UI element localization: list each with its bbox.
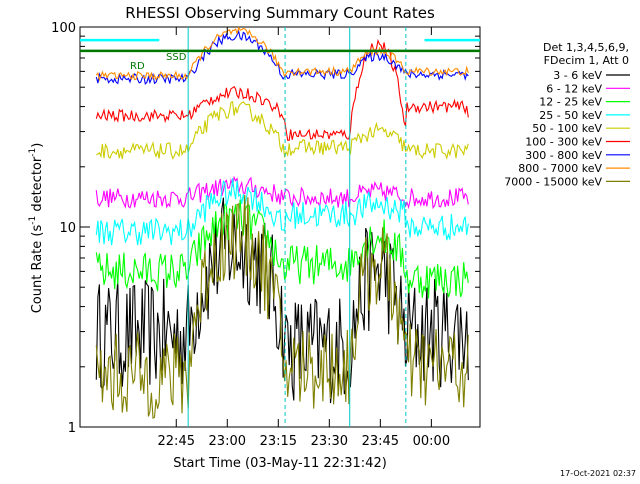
legend-label-1: 6 - 12 keV xyxy=(546,82,602,95)
annotation-rd: RD xyxy=(130,61,145,72)
plot-area: RD SSD xyxy=(80,26,480,427)
y-axis-label-sup1: -1 xyxy=(28,216,38,225)
series-line-5 xyxy=(95,38,469,141)
x-tick-label-2: 23:15 xyxy=(260,434,297,449)
legend-label-7: 800 - 7000 keV xyxy=(518,162,602,175)
x-tick-label-0: 22:45 xyxy=(158,434,195,449)
series-line-8 xyxy=(95,194,469,419)
legend-label-6: 300 - 800 keV xyxy=(525,149,602,162)
x-tick-label-3: 23:30 xyxy=(311,434,348,449)
series-line-2 xyxy=(95,199,469,299)
y-tick-label-2: 100 xyxy=(51,21,76,36)
x-tick-label-1: 23:00 xyxy=(209,434,246,449)
series-line-0 xyxy=(95,197,469,404)
x-tick-label-4: 23:45 xyxy=(362,434,399,449)
axes: 22:45 23:00 23:15 23:30 23:45 00:00 1 10 100 xyxy=(51,21,480,449)
y-axis-label-main: Count Rate (s xyxy=(30,225,45,314)
series-line-3 xyxy=(95,178,469,246)
y-axis-label-sup2: -1 xyxy=(28,148,38,157)
legend-label-3: 25 - 50 keV xyxy=(539,109,602,122)
legend-label-2: 12 - 25 keV xyxy=(539,96,602,109)
y-axis-label-end: ) xyxy=(30,143,45,148)
y-axis-label: Count Rate (s-1 detector-1) xyxy=(28,143,45,314)
x-tick-label-5: 00:00 xyxy=(413,434,450,449)
series-line-4 xyxy=(96,101,469,161)
footer-timestamp: 17-Oct-2021 02:37 xyxy=(560,469,636,478)
y-axis-label-mid: detector xyxy=(30,156,45,216)
chart-title: RHESSI Observing Summary Count Rates xyxy=(125,4,435,22)
legend-label-5: 100 - 300 keV xyxy=(525,136,602,149)
legend-header-line-2: FDecim 1, Att 0 xyxy=(544,54,629,67)
legend-label-4: 50 - 100 keV xyxy=(532,122,602,135)
legend-label-8: 7000 - 15000 keV xyxy=(504,175,602,188)
annotation-ssd: SSD xyxy=(166,52,187,63)
legend-label-0: 3 - 6 keV xyxy=(553,69,602,82)
series-line-1 xyxy=(95,175,469,210)
series-line-7 xyxy=(95,26,469,82)
y-tick-label-0: 1 xyxy=(68,421,76,436)
y-tick-label-1: 10 xyxy=(59,221,76,236)
x-axis-label: Start Time (03-May-11 22:31:42) xyxy=(173,456,387,471)
legend-header-line-1: Det 1,3,4,5,6,9, xyxy=(543,41,629,54)
